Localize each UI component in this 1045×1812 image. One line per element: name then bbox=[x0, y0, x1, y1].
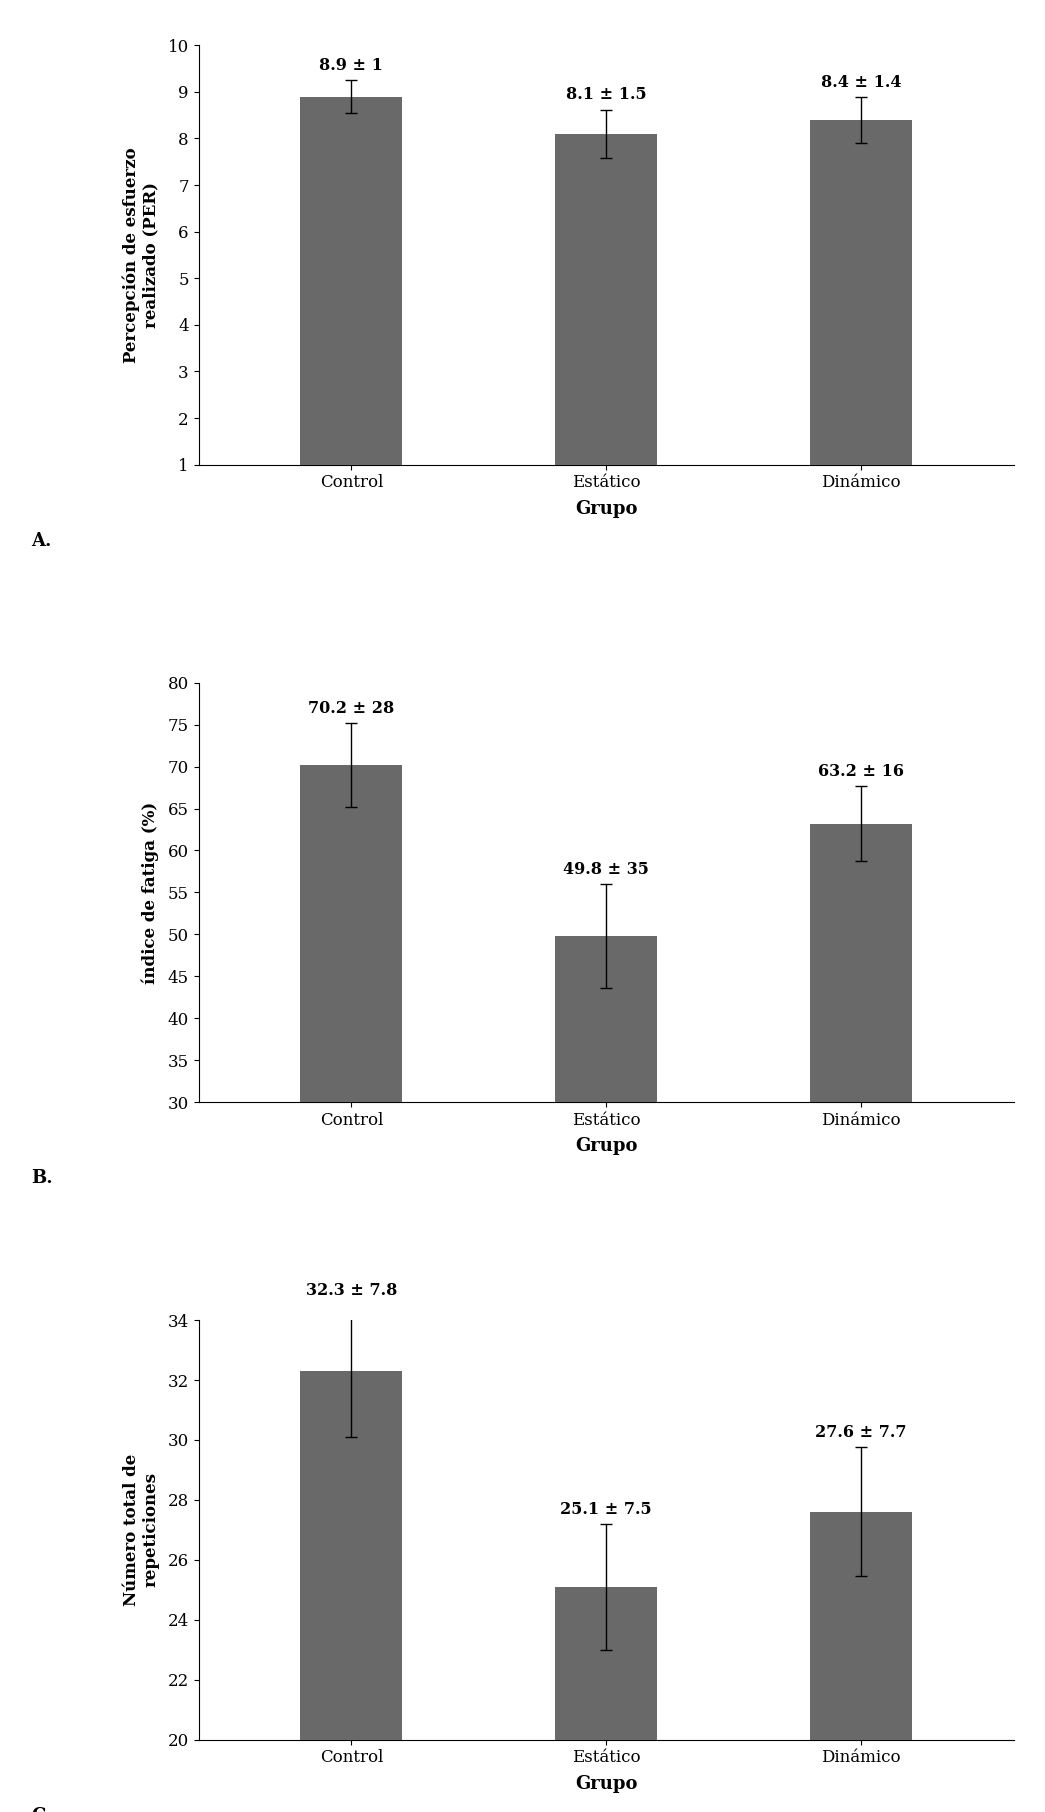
Text: B.: B. bbox=[31, 1169, 53, 1187]
Text: C.: C. bbox=[31, 1807, 52, 1812]
Bar bbox=[555, 1587, 657, 1740]
Text: 32.3 ± 7.8: 32.3 ± 7.8 bbox=[306, 1281, 397, 1299]
Bar bbox=[555, 134, 657, 464]
Text: 27.6 ± 7.7: 27.6 ± 7.7 bbox=[815, 1424, 907, 1441]
Y-axis label: Percepción de esfuerzo
realizado (PER): Percepción de esfuerzo realizado (PER) bbox=[122, 147, 159, 362]
Bar bbox=[301, 765, 402, 1102]
X-axis label: Grupo: Grupo bbox=[575, 1774, 637, 1792]
Bar bbox=[301, 1372, 402, 1740]
Text: 8.1 ± 1.5: 8.1 ± 1.5 bbox=[565, 87, 647, 103]
X-axis label: Grupo: Grupo bbox=[575, 1138, 637, 1154]
Y-axis label: índice de fatiga (%): índice de fatiga (%) bbox=[142, 801, 159, 984]
Text: 49.8 ± 35: 49.8 ± 35 bbox=[563, 861, 649, 877]
Text: A.: A. bbox=[31, 531, 52, 549]
X-axis label: Grupo: Grupo bbox=[575, 500, 637, 518]
Text: 70.2 ± 28: 70.2 ± 28 bbox=[308, 699, 395, 718]
Text: 8.4 ± 1.4: 8.4 ± 1.4 bbox=[820, 74, 901, 91]
Bar bbox=[555, 937, 657, 1102]
Bar bbox=[810, 120, 911, 464]
Text: 25.1 ± 7.5: 25.1 ± 7.5 bbox=[560, 1500, 652, 1518]
Bar bbox=[301, 96, 402, 464]
Text: 8.9 ± 1: 8.9 ± 1 bbox=[320, 56, 384, 74]
Text: 63.2 ± 16: 63.2 ± 16 bbox=[818, 763, 904, 779]
Bar bbox=[810, 824, 911, 1102]
Bar bbox=[810, 1511, 911, 1740]
Y-axis label: Número total de
repeticiones: Número total de repeticiones bbox=[122, 1453, 159, 1605]
